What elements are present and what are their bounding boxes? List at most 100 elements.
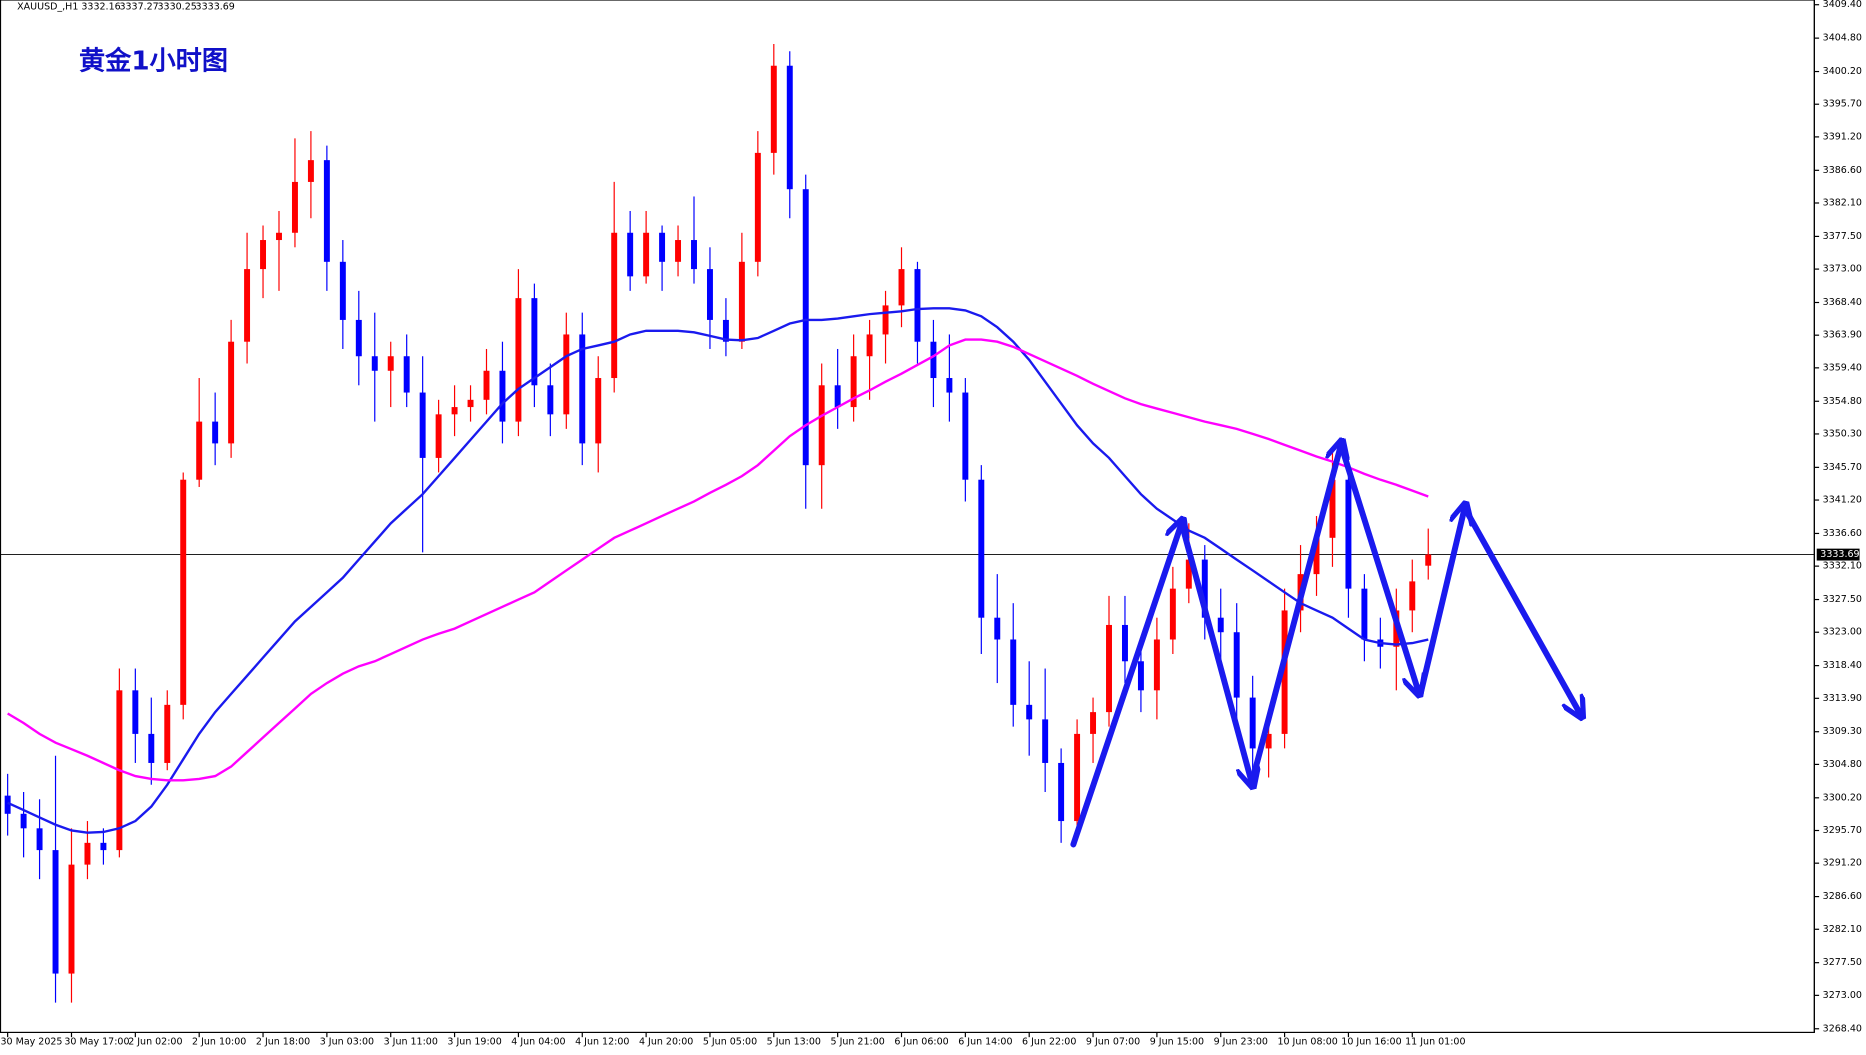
candle-body [1217, 617, 1224, 633]
plot-area [0, 0, 1815, 1033]
candle-body [659, 232, 666, 262]
candle-body [228, 341, 235, 444]
x-tick-label: 5 Jun 05:00 [703, 1036, 757, 1047]
candle-body [164, 704, 171, 763]
candle-body [930, 341, 937, 379]
candle-body [643, 232, 650, 277]
candle-body [1233, 632, 1240, 698]
candle-body [770, 65, 777, 153]
candle-body [323, 160, 330, 262]
x-tick-label: 30 May 2025 [1, 1036, 63, 1047]
y-tick-label: 3345.70 [1823, 462, 1862, 473]
y-tick-label: 3327.50 [1823, 594, 1862, 605]
candle-body [276, 232, 282, 241]
candle-body [467, 399, 474, 408]
y-tick-label: 3363.90 [1823, 330, 1862, 341]
arrow [1178, 520, 1252, 782]
candle-body [1361, 588, 1368, 640]
candle-body [834, 385, 841, 408]
candle-body [1106, 624, 1112, 713]
candle-body [20, 813, 27, 829]
candle-body [754, 152, 761, 262]
current-price-label: 3333.69 [1820, 549, 1859, 560]
candle-body [1329, 479, 1336, 538]
candle-body [1281, 610, 1288, 734]
y-tick-label: 3336.60 [1823, 528, 1862, 539]
candle-body [1201, 559, 1208, 618]
current-price-box [1816, 548, 1860, 561]
candle-body [579, 334, 586, 444]
x-tick-label: 2 Jun 02:00 [128, 1036, 182, 1047]
y-tick-label: 3400.20 [1823, 66, 1862, 77]
y-tick-label: 3304.80 [1823, 759, 1862, 770]
candle-body [244, 269, 251, 342]
candle-body [260, 240, 267, 270]
x-tick-label: 5 Jun 13:00 [767, 1036, 821, 1047]
candle-body [1074, 733, 1081, 822]
y-tick-label: 3300.20 [1823, 792, 1862, 803]
x-tick-label: 6 Jun 22:00 [1022, 1036, 1076, 1047]
y-tick-label: 3359.40 [1823, 362, 1862, 373]
candle-body [786, 65, 793, 190]
candle-body [1169, 588, 1176, 640]
candle-body [307, 160, 314, 182]
y-tick-label: 3277.50 [1823, 957, 1862, 968]
ohlc-close: 3333.69 [196, 2, 235, 13]
y-tick-label: 3377.50 [1823, 231, 1862, 242]
candle-body [1042, 719, 1049, 763]
candle-body [196, 421, 203, 480]
y-tick-label: 3395.70 [1823, 99, 1862, 110]
candle-body [483, 370, 490, 400]
x-tick-label: 3 Jun 19:00 [447, 1036, 501, 1047]
candle-body [914, 269, 921, 342]
candle-body [627, 232, 634, 277]
candle-body [68, 864, 75, 974]
y-tick-label: 3313.90 [1823, 693, 1862, 704]
ohlc-open: 3332.16 [81, 2, 120, 13]
chart-title: 黄金1小时图 [79, 45, 228, 76]
x-tick-label: 2 Jun 18:00 [256, 1036, 310, 1047]
y-tick-label: 3350.30 [1823, 428, 1862, 439]
arrow [1461, 504, 1580, 714]
y-tick-label: 3332.10 [1823, 561, 1862, 572]
candle-body [1137, 661, 1144, 691]
candle-body [994, 617, 1001, 640]
candle-body [1409, 581, 1416, 611]
candle-body [547, 385, 554, 415]
ohlc-low: 3330.25 [158, 2, 197, 13]
x-tick-label: 6 Jun 14:00 [958, 1036, 1012, 1047]
x-tick-label: 5 Jun 21:00 [831, 1036, 885, 1047]
candle-body [355, 319, 362, 357]
candle-body [403, 356, 410, 393]
candle-body [946, 378, 953, 393]
candle-body [1249, 697, 1256, 749]
candle-body [1185, 559, 1192, 589]
candle-body [435, 414, 442, 458]
candle-body [1058, 762, 1065, 822]
candle-body [1345, 479, 1352, 589]
y-tick-label: 3391.20 [1823, 131, 1862, 142]
candle-body [882, 305, 889, 335]
candle-body [515, 298, 522, 422]
candle-body [738, 261, 745, 342]
candle-body [1121, 624, 1128, 662]
x-tick-label: 3 Jun 11:00 [384, 1036, 438, 1047]
candle-body [1026, 704, 1033, 720]
y-tick-label: 3291.20 [1823, 858, 1862, 869]
x-tick-label: 30 May 17:00 [64, 1036, 129, 1047]
y-tick-label: 3295.70 [1823, 825, 1862, 836]
x-tick-label: 2 Jun 10:00 [192, 1036, 246, 1047]
y-tick-label: 3268.40 [1823, 1023, 1862, 1034]
candle-body [212, 421, 219, 444]
candle-body [691, 240, 697, 270]
candle-body [675, 240, 682, 262]
y-tick-label: 3282.10 [1823, 924, 1862, 935]
candle-body [818, 385, 825, 466]
candle-body [339, 261, 346, 320]
candle-body [499, 370, 506, 422]
arrow [1337, 441, 1418, 691]
candle-body [84, 842, 91, 865]
